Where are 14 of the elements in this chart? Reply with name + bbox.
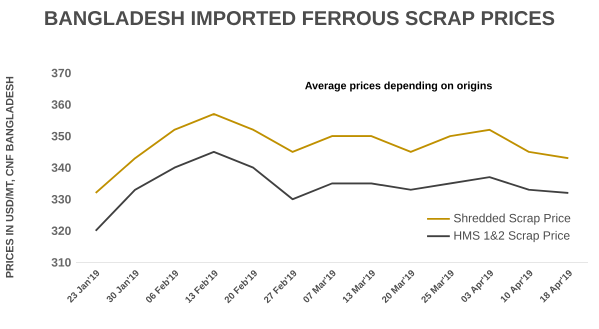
legend-label: HMS 1&2 Scrap Price (454, 230, 570, 242)
y-tick-label: 370 (52, 68, 71, 78)
chart-title: BANGLADESH IMPORTED FERROUS SCRAP PRICES (45, 11, 554, 26)
line-series (94, 113, 570, 194)
y-tick-label: 340 (52, 163, 71, 172)
y-tick-label: 310 (52, 258, 71, 267)
y-tick-label: 320 (52, 226, 71, 236)
legend-label: Shredded Scrap Price (454, 214, 570, 225)
text: Average prices depending on origins (305, 81, 492, 92)
line-series (94, 150, 570, 232)
y-tick-label: 330 (52, 194, 71, 204)
y-tick-label: 360 (52, 100, 71, 109)
y-tick-label: 350 (52, 132, 71, 140)
y-axis-title: PRICES IN USD/MT, CNF BANGLADESH (6, 76, 15, 278)
